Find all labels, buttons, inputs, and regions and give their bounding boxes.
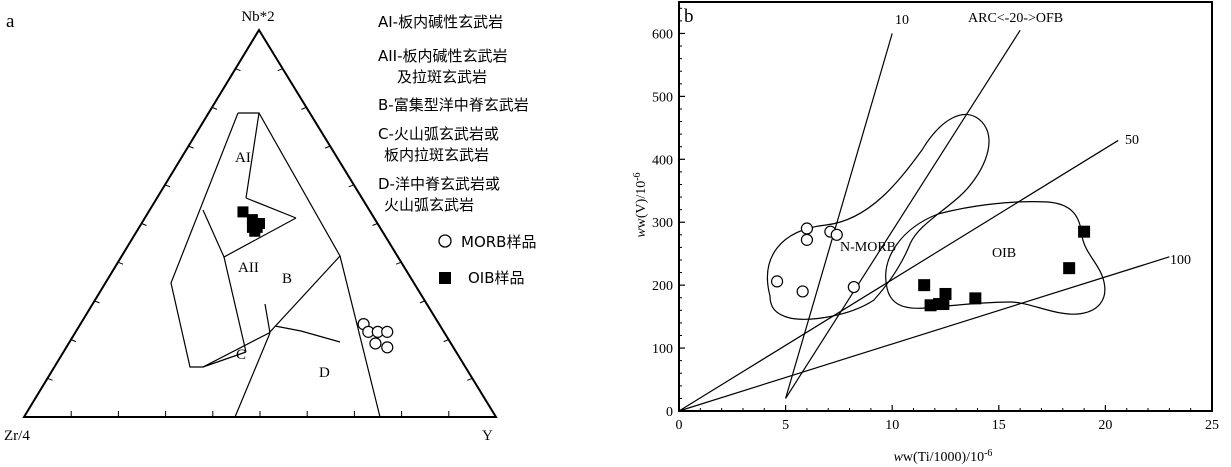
morb-sample-point	[381, 325, 394, 338]
morb-sample-point	[770, 275, 784, 288]
y-tick-label: 200	[652, 279, 673, 294]
ref-line	[785, 29, 1021, 399]
field-label-aii: AII	[238, 260, 259, 276]
axis-ticks: 0 5 10 15 20 25 0 100 200 300 400 500 600	[652, 7, 1219, 433]
ternary-tick	[70, 339, 77, 343]
ternary-tick	[141, 223, 147, 226]
legend-marker-oib	[439, 272, 451, 284]
field-label-oib: OIB	[992, 246, 1016, 261]
y-tick-label: 600	[652, 27, 673, 42]
ternary-ticks	[47, 68, 473, 417]
ternary-tick	[117, 261, 124, 265]
ref-line-label-10: 10	[895, 13, 909, 28]
field-label-b: B	[282, 271, 292, 287]
morb-sample-point	[830, 228, 843, 241]
ref-line-label-50: 50	[1125, 133, 1139, 148]
morb-sample-point	[796, 285, 809, 298]
ref-line	[678, 139, 1119, 412]
ref-line-label-20: ARC<-20->OFB	[968, 11, 1063, 26]
ternary-tick	[396, 261, 402, 265]
ternary-tick	[443, 339, 449, 343]
y-tick-label: 100	[652, 342, 673, 357]
ternary-tick	[372, 223, 378, 226]
legend-line-5: C-火山弧玄武岩或	[378, 125, 499, 143]
panel-b-label: b	[684, 6, 694, 27]
ternary-field-boundaries	[170, 112, 381, 418]
legend-marker-morb	[438, 234, 452, 248]
morb-sample-point	[800, 222, 814, 235]
y-tick-label: 300	[652, 216, 673, 231]
x-tick-label: 0	[676, 418, 683, 433]
ternary-tick	[324, 145, 331, 149]
legend-label-oib: OIB样品	[468, 269, 525, 287]
vertex-label-left: Zr/4	[4, 428, 30, 444]
ternary-data-points	[237, 206, 394, 354]
ternary-tick	[419, 300, 426, 304]
field-outline-nmorb	[766, 113, 990, 320]
morb-sample-point	[381, 341, 394, 354]
y-tick-label: 500	[652, 90, 673, 105]
oib-sample-point	[237, 206, 249, 218]
ternary-tick	[301, 106, 307, 110]
ternary-tick	[94, 300, 100, 304]
x-tick-label: 15	[992, 418, 1006, 433]
panel-a-legend: AI-板内碱性玄武岩 AII-板内碱性玄武岩 及拉斑玄武岩 B-富集型洋中脊玄武…	[378, 13, 536, 287]
legend-line-6: 板内拉斑玄武岩	[384, 146, 489, 164]
legend-line-2: AII-板内碱性玄武岩	[378, 47, 508, 65]
oib-sample-point	[937, 298, 950, 311]
ref-line	[785, 33, 893, 399]
legend-label-morb: MORB样品	[461, 233, 536, 251]
ternary-tick	[211, 106, 218, 110]
legend-line-7: D-洋中脊玄武岩或	[378, 175, 500, 193]
field-label-nmorb: N-MORB	[840, 240, 896, 255]
ternary-tick	[467, 377, 473, 381]
oib-sample-point	[1063, 262, 1076, 275]
oib-sample-point	[939, 287, 952, 300]
oib-sample-point	[246, 214, 258, 226]
y-axis-title: ww(V)/10-6	[632, 172, 650, 237]
x-tick-label: 20	[1098, 418, 1112, 433]
vertex-label-right: Y	[482, 428, 493, 444]
vertex-label-top: Nb*2	[241, 9, 274, 25]
field-label-d: D	[319, 365, 330, 381]
ref-line-label-100: 100	[1170, 253, 1191, 268]
panel-a-label: a	[6, 11, 15, 32]
panel-a: a AI AII B C D Nb*2 Zr/4 Y AI-板内碱性玄武岩 AI…	[4, 9, 536, 444]
ternary-tick	[47, 377, 53, 381]
oib-sample-point	[249, 225, 261, 237]
y-tick-label: 0	[666, 405, 673, 420]
morb-sample-point	[369, 337, 382, 350]
morb-sample-point	[800, 233, 814, 246]
plot-frame	[678, 1, 1213, 412]
ref-line	[678, 256, 1170, 412]
ti-v-data-points	[770, 222, 1091, 312]
ternary-tick	[277, 68, 283, 72]
y-tick-label: 400	[652, 153, 673, 168]
ternary-tick	[164, 184, 171, 188]
reference-lines	[678, 29, 1170, 412]
x-tick-label: 10	[885, 418, 899, 433]
field-outline-oib	[885, 201, 1106, 315]
legend-line-3: 及拉斑玄武岩	[397, 68, 487, 86]
ternary-tick	[348, 184, 354, 188]
field-label-c: C	[236, 347, 246, 363]
legend-line-1: AI-板内碱性玄武岩	[378, 13, 503, 31]
morb-sample-point	[847, 280, 860, 294]
legend-line-4: B-富集型洋中脊玄武岩	[378, 96, 529, 114]
oib-sample-point	[918, 279, 931, 292]
legend-line-8: 火山弧玄武岩	[384, 196, 474, 214]
x-tick-label: 25	[1205, 418, 1219, 433]
field-label-ai: AI	[235, 150, 251, 166]
ternary-tick	[235, 68, 241, 72]
panel-b: b 0 5 10 15 20 25 0 100 200 300 400 500 600 N-MORB O…	[632, 1, 1219, 466]
oib-sample-point	[969, 292, 982, 305]
x-axis-title: ww(Ti/1000)/10-6	[894, 448, 993, 466]
x-tick-label: 5	[782, 418, 789, 433]
ternary-tick	[188, 145, 194, 149]
oib-sample-point	[1078, 225, 1091, 238]
